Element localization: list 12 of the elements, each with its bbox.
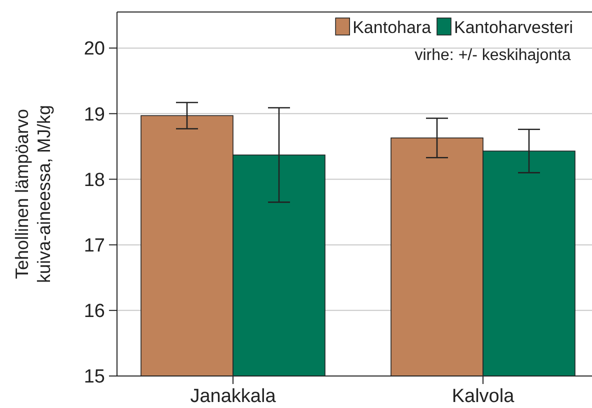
x-tick-label: Janakkala xyxy=(190,386,276,407)
y-tick-label: 15 xyxy=(84,366,105,388)
x-tick-label: Kalvola xyxy=(452,386,515,407)
y-tick-label: 19 xyxy=(84,104,105,126)
y-tick-label: 18 xyxy=(84,170,105,191)
annotation: virhe: +/- keskihajonta xyxy=(414,47,571,64)
y-tick-label: 20 xyxy=(84,38,105,60)
legend-label: Kantoharvesteri xyxy=(454,18,574,37)
y-tick-label: 17 xyxy=(84,235,105,256)
legend-label: Kantohara xyxy=(352,18,432,37)
y-tick-label: 16 xyxy=(84,301,105,322)
y-axis-title: Tehollinen lämpöarvo kuiva-aineessa, MJ/kg xyxy=(12,104,54,284)
